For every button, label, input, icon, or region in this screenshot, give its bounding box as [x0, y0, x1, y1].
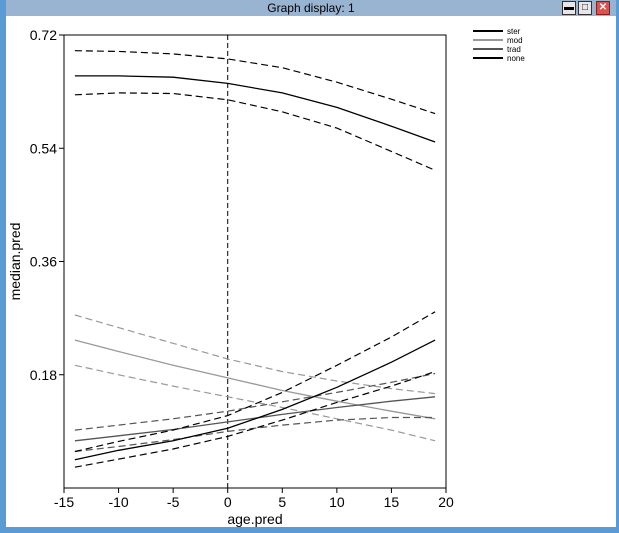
series-trad-upper	[74, 372, 436, 431]
plot-area: -15 -10 -5 0 5 10 15 20 0.18 0.36 0.54 0.72 age.pred…	[6, 16, 616, 527]
series-none-upper	[74, 311, 436, 453]
y-tick-label: 0.54	[30, 140, 57, 156]
chart-svg: -15 -10 -5 0 5 10 15 20 0.18 0.36 0.54 0.72 age.pred…	[7, 27, 525, 527]
x-tick-label: 20	[438, 494, 454, 510]
y-tick-label: 0.18	[30, 367, 57, 383]
legend-label-none: none	[507, 54, 525, 63]
plot-frame	[63, 34, 447, 489]
minimize-icon: ▬	[564, 2, 574, 13]
y-tick-label: 0.36	[30, 254, 57, 270]
x-tick-label: 5	[278, 494, 286, 510]
series-trad-lower	[74, 416, 436, 453]
x-tick-label: 10	[329, 494, 345, 510]
legend-label-ster: ster	[507, 27, 521, 36]
legend-label-trad: trad	[507, 45, 521, 54]
x-tick-label: 15	[384, 494, 400, 510]
x-tick-label: -15	[54, 494, 74, 510]
x-tick-label: -5	[167, 494, 180, 510]
close-button[interactable]: ✕	[596, 1, 610, 15]
x-tick-label: 0	[224, 494, 232, 510]
series-mod-lower	[74, 364, 436, 442]
x-axis-label: age.pred	[227, 511, 282, 527]
window-title: Graph display: 1	[267, 1, 355, 15]
close-icon: ✕	[598, 2, 608, 13]
maximize-icon: □	[581, 2, 589, 13]
series-mod-median	[74, 339, 436, 420]
maximize-button[interactable]: □	[578, 1, 592, 15]
y-tick-label: 0.72	[30, 27, 57, 43]
legend-label-mod: mod	[507, 36, 523, 45]
series-ster-upper	[74, 50, 436, 115]
series-ster-median	[74, 75, 436, 143]
series-none-median	[74, 339, 436, 461]
series-mod-upper	[74, 314, 436, 395]
title-bar[interactable]: Graph display: 1 ▬ □ ✕	[6, 0, 616, 16]
x-tick-label: -10	[108, 494, 128, 510]
minimize-button[interactable]: ▬	[562, 1, 576, 15]
y-axis-label: median.pred	[7, 223, 23, 301]
series-ster-lower	[74, 92, 436, 171]
